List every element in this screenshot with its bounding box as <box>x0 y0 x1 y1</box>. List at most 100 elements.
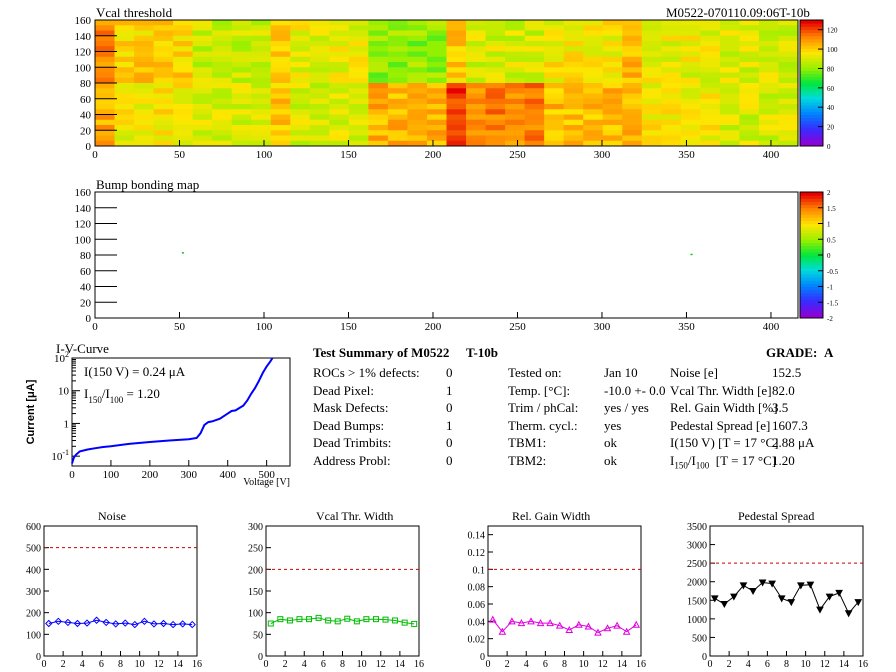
colorbar-segment <box>800 64 823 68</box>
x-tick-label: 12 <box>598 659 608 670</box>
iv-series-line <box>71 357 274 464</box>
summary-label: Dead Pixel: <box>313 382 375 398</box>
colorbar-tick-label: 60 <box>827 85 835 93</box>
colorbar-tick-label: 2 <box>827 189 831 197</box>
colorbar-segment <box>800 245 823 250</box>
data-point <box>277 616 284 623</box>
y-tick-label: 50 <box>253 630 263 641</box>
y-tick-label: 100 <box>75 62 92 74</box>
colorbar-segment <box>800 29 823 34</box>
data-point <box>806 581 815 589</box>
data-point <box>45 619 53 628</box>
y-tick-label: 60 <box>80 94 92 106</box>
x-tick-label: 4 <box>302 659 307 670</box>
x-tick-label: 8 <box>784 659 789 670</box>
y-tick-label: 80 <box>80 78 92 90</box>
x-tick-label: 12 <box>376 659 386 670</box>
colorbar-segment <box>800 136 823 141</box>
colorbar-segment <box>800 111 823 115</box>
colorbar-segment <box>800 302 823 306</box>
summary-label: I150/I100 [T = 17 °C] <box>670 452 777 471</box>
y-tick-label: 600 <box>26 522 41 533</box>
data-point <box>296 616 303 623</box>
data-point <box>112 620 120 628</box>
colorbar-segment <box>800 67 823 71</box>
data-point <box>555 621 564 629</box>
colorbar-tick-label: -0.5 <box>827 268 839 276</box>
colorbar-segment <box>800 308 823 313</box>
colorbar-tick-label: 0 <box>827 143 831 151</box>
data-point <box>825 593 834 601</box>
summary-label: Dead Bumps: <box>313 417 385 433</box>
y-tick-label: 0.1 <box>473 565 486 576</box>
colorbar-segment <box>800 192 823 196</box>
x-tick-label: 0 <box>264 659 269 670</box>
y-tick-label: 0 <box>86 313 92 325</box>
y-tick-label: 160 <box>75 15 92 27</box>
data-point <box>353 618 360 625</box>
y-tick-label: 40 <box>80 282 92 294</box>
data-point <box>768 580 776 588</box>
colorbar-segment <box>800 305 823 310</box>
data-point <box>325 617 332 624</box>
summary-value: 82.0 <box>772 382 795 398</box>
data-point <box>584 622 593 630</box>
small-chart-title: Pedestal Spread <box>738 509 814 523</box>
iv-x-tick-label: 200 <box>142 469 159 481</box>
small-chart-frame <box>487 525 642 657</box>
y-tick-label: 40 <box>80 110 92 122</box>
iv-x-tick-label: 500 <box>258 469 275 481</box>
colorbar-segment <box>800 204 823 209</box>
colorbar-tick-label: -2 <box>827 315 833 323</box>
colorbar-segment <box>800 242 823 247</box>
data-point <box>315 614 322 621</box>
x-tick-label: 10 <box>357 659 367 670</box>
colorbar-segment <box>800 314 823 319</box>
data-point <box>363 616 370 623</box>
data-point <box>565 625 574 633</box>
x-tick-label: 10 <box>579 659 589 670</box>
x-tick-label: 400 <box>763 321 780 332</box>
data-point <box>102 618 110 627</box>
y-tick-label: 0.02 <box>468 635 486 646</box>
y-tick-label: 80 <box>80 250 92 262</box>
x-tick-label: 2 <box>61 659 66 670</box>
colorbar-tick-label: -1.5 <box>827 299 839 307</box>
x-tick-label: 50 <box>174 149 186 160</box>
summary-value: 2.88 μA <box>772 435 815 450</box>
x-tick-label: 16 <box>858 659 868 670</box>
summary-label: Vcal Thr. Width [e] <box>670 382 772 398</box>
x-tick-label: 300 <box>594 321 611 332</box>
colorbar-segment <box>800 232 823 237</box>
data-point <box>188 620 196 629</box>
data-point <box>720 601 729 609</box>
y-tick-label: 300 <box>26 587 41 598</box>
y-tick-label: 1500 <box>687 596 707 607</box>
summary-label: Trim / phCal: <box>508 400 579 415</box>
data-point <box>749 588 757 596</box>
x-tick-label: 0 <box>486 659 491 670</box>
rel-gain-width-chart: Rel. Gain Width 0 0.02 0.04 0.06 0.08 0.1 0.12 0… <box>468 509 647 670</box>
colorbar-segment <box>800 283 823 287</box>
colorbar-segment <box>800 292 823 297</box>
summary-value: 1.20 <box>772 452 795 468</box>
iv-annotation-1: I(150 V) = 0.24 μA <box>84 364 186 379</box>
x-tick-label: 0 <box>92 321 98 332</box>
summary-value: ok <box>604 435 617 450</box>
summary-label: Therm. cycl.: <box>508 417 578 433</box>
data-point <box>401 619 408 626</box>
x-tick-label: 8 <box>562 659 567 670</box>
small-chart-title: Rel. Gain Width <box>512 509 590 523</box>
summary-label: Pedestal Spread [e] <box>670 417 771 433</box>
x-tick-label: 6 <box>543 659 548 670</box>
grade-label: GRADE: <box>766 345 818 360</box>
data-point <box>739 582 748 590</box>
data-point <box>344 615 351 622</box>
x-tick-label: 4 <box>524 659 529 670</box>
colorbar-segment <box>800 127 823 131</box>
series-line <box>714 581 859 615</box>
vcal-threshold-heatmap: Vcal threshold 0 20 40 60 80 100 120 140 160 0 50 10… <box>75 5 839 160</box>
data-point <box>121 619 129 627</box>
colorbar-segment <box>800 277 823 281</box>
colorbar-segment <box>800 236 823 240</box>
